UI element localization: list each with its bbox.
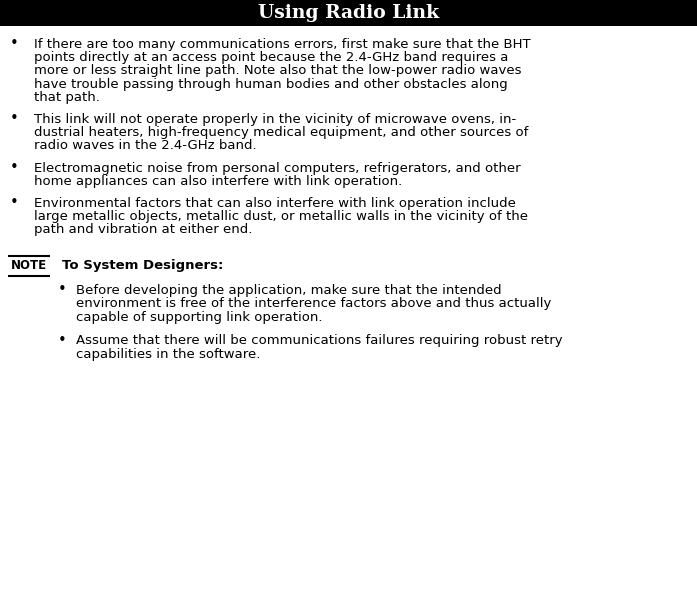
Text: If there are too many communications errors, first make sure that the BHT: If there are too many communications err… (34, 38, 530, 51)
Text: •: • (10, 160, 18, 175)
Text: radio waves in the 2.4-GHz band.: radio waves in the 2.4-GHz band. (34, 140, 256, 152)
Text: dustrial heaters, high-frequency medical equipment, and other sources of: dustrial heaters, high-frequency medical… (34, 126, 528, 139)
Text: •: • (10, 195, 18, 210)
Text: NOTE: NOTE (11, 259, 47, 271)
Text: •: • (58, 332, 66, 348)
Text: •: • (58, 282, 66, 297)
Text: To System Designers:: To System Designers: (62, 259, 223, 271)
Text: Before developing the application, make sure that the intended: Before developing the application, make … (76, 284, 502, 296)
Text: have trouble passing through human bodies and other obstacles along: have trouble passing through human bodie… (34, 77, 507, 91)
Text: home appliances can also interfere with link operation.: home appliances can also interfere with … (34, 175, 402, 188)
Text: capabilities in the software.: capabilities in the software. (76, 348, 261, 361)
Text: points directly at an access point because the 2.4-GHz band requires a: points directly at an access point becau… (34, 51, 508, 64)
Text: Environmental factors that can also interfere with link operation include: Environmental factors that can also inte… (34, 197, 516, 210)
Text: environment is free of the interference factors above and thus actually: environment is free of the interference … (76, 297, 551, 310)
Text: Assume that there will be communications failures requiring robust retry: Assume that there will be communications… (76, 334, 562, 347)
Text: Using Radio Link: Using Radio Link (258, 4, 439, 22)
Text: •: • (10, 37, 18, 51)
Text: This link will not operate properly in the vicinity of microwave ovens, in-: This link will not operate properly in t… (34, 113, 516, 126)
Text: large metallic objects, metallic dust, or metallic walls in the vicinity of the: large metallic objects, metallic dust, o… (34, 210, 528, 223)
Text: •: • (10, 112, 18, 126)
Text: capable of supporting link operation.: capable of supporting link operation. (76, 310, 323, 323)
Text: path and vibration at either end.: path and vibration at either end. (34, 223, 252, 237)
Text: more or less straight line path. Note also that the low-power radio waves: more or less straight line path. Note al… (34, 65, 521, 77)
Bar (0, 0, 697, 26)
Text: Electromagnetic noise from personal computers, refrigerators, and other: Electromagnetic noise from personal comp… (34, 162, 521, 174)
Text: that path.: that path. (34, 91, 100, 104)
